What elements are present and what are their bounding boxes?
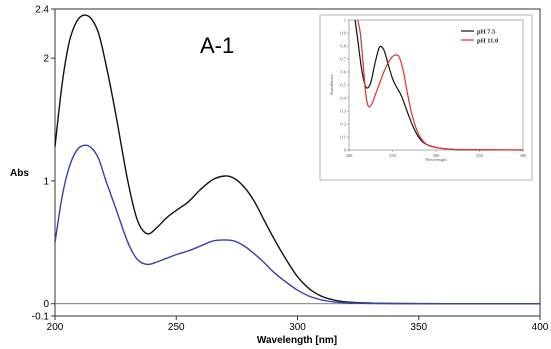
inset-legend-label: pH 7.5 bbox=[477, 28, 496, 35]
main-series-line-2 bbox=[54, 144, 540, 305]
inset-x-tick-label: 300 bbox=[433, 153, 441, 158]
main-x-tick-label: 400 bbox=[532, 322, 549, 333]
inset-y-tick-label: 0.5 bbox=[340, 83, 346, 88]
inset-y-tick-label: 0.8 bbox=[340, 44, 346, 49]
main-y-tick-label: -0.1 bbox=[32, 312, 50, 323]
inset-x-tick-label: 350 bbox=[476, 153, 484, 158]
inset-y-tick-label: 0.3 bbox=[340, 109, 346, 114]
inset-legend-label: pH 11.0 bbox=[477, 37, 498, 44]
main-x-tick-label: 300 bbox=[289, 322, 306, 333]
main-x-tick-label: 350 bbox=[410, 322, 427, 333]
inset-series-group bbox=[354, 19, 524, 151]
main-x-tick-label: 200 bbox=[47, 322, 64, 333]
inset-y-axis: 0 0.1 0.2 0.3 0.4 0.5 0.6 0.7 0.8 0.9 1 bbox=[340, 18, 349, 153]
inset-series-line-2 bbox=[357, 19, 524, 151]
panel-label: A-1 bbox=[200, 33, 234, 58]
inset-y-tick-label: 0.4 bbox=[340, 96, 346, 101]
main-x-axis-title: Wavelength [nm] bbox=[257, 335, 337, 346]
inset-legend: pH 7.5 pH 11.0 bbox=[461, 28, 498, 44]
main-series-line-1 bbox=[54, 14, 540, 305]
inset-frame bbox=[319, 14, 533, 181]
inset-y-tick-label: 0.1 bbox=[340, 135, 346, 140]
inset-chart: 0 0.1 0.2 0.3 0.4 0.5 0.6 0.7 0.8 0.9 1 200 250 300 3… bbox=[319, 14, 533, 181]
inset-y-tick-label: 0.2 bbox=[340, 122, 346, 127]
main-x-tick-label: 250 bbox=[168, 322, 185, 333]
main-y-tick-label: 2 bbox=[43, 54, 49, 65]
inset-x-tick-label: 400 bbox=[520, 153, 528, 158]
main-series-group bbox=[54, 14, 540, 305]
inset-y-tick-label: 0.7 bbox=[340, 57, 346, 62]
inset-y-tick-label: 0.6 bbox=[340, 70, 346, 75]
main-x-axis: 200 250 300 350 400 bbox=[47, 316, 549, 333]
main-y-tick-label: 1 bbox=[43, 176, 49, 187]
main-y-axis: -0.1 0 1 2 2.4 bbox=[32, 5, 55, 323]
inset-x-tick-label: 250 bbox=[389, 153, 397, 158]
inset-x-tick-label: 200 bbox=[346, 153, 354, 158]
inset-y-tick-label: 1 bbox=[344, 18, 346, 23]
inset-y-tick-label: 0 bbox=[344, 148, 347, 153]
main-y-tick-label: 0 bbox=[43, 299, 49, 310]
inset-x-axis-title: Wavelength bbox=[425, 157, 447, 162]
inset-y-tick-label: 0.9 bbox=[340, 31, 346, 36]
inset-y-axis-title: Absorbance bbox=[329, 74, 334, 96]
main-y-axis-title: Abs bbox=[10, 168, 29, 179]
main-y-tick-label: 2.4 bbox=[35, 5, 49, 16]
